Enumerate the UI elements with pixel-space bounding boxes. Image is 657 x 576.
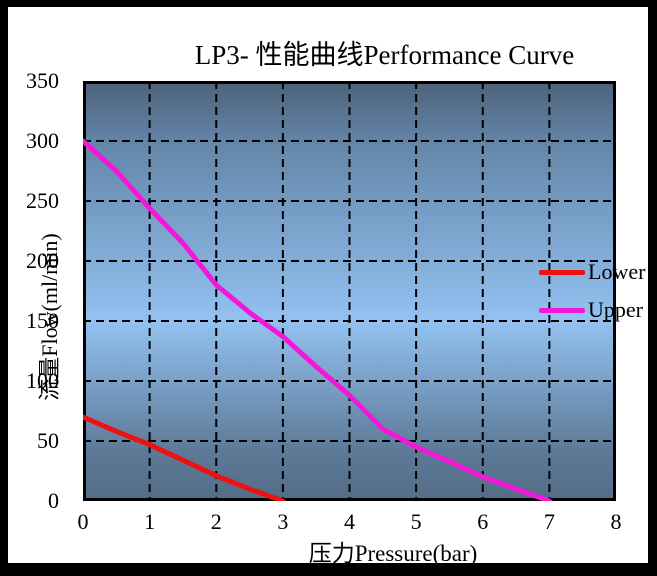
y-tick-label: 50: [37, 428, 59, 453]
legend-item-upper: Upper: [539, 297, 643, 323]
legend-label-lower: Lower: [588, 259, 646, 284]
y-axis-title: 流量Flow(ml/min): [37, 233, 62, 401]
legend-label-upper: Upper: [588, 297, 643, 322]
x-tick-label: 1: [144, 509, 156, 534]
x-tick-label: 6: [477, 509, 489, 534]
x-tick-label: 8: [610, 509, 622, 534]
plot-area: [83, 81, 616, 501]
x-tick-label: 4: [344, 509, 355, 534]
y-tick-label: 300: [26, 128, 59, 153]
y-tick-label: 250: [26, 188, 59, 213]
lower-series-curve: [83, 414, 286, 501]
upper-series-line-swatch: [539, 307, 585, 313]
x-axis-title: 压力Pressure(bar): [308, 541, 478, 566]
lower-series-line-swatch: [539, 269, 585, 275]
chart-title: LP3- 性能曲线Performance Curve: [194, 40, 575, 70]
x-tick-label: 3: [277, 509, 289, 534]
y-tick-label: 0: [48, 488, 59, 513]
x-tick-label: 7: [543, 509, 555, 534]
legend-item-lower: Lower: [539, 259, 645, 285]
y-tick-label: 350: [26, 68, 59, 93]
upper-series-curve: [83, 138, 552, 501]
x-tick-label: 0: [77, 509, 89, 534]
chart-panel: LP3- 性能曲线Performance Curve 0 50 100 150 200 2…: [8, 7, 648, 566]
x-tick-label: 2: [210, 509, 222, 534]
x-tick-label: 5: [410, 509, 422, 534]
